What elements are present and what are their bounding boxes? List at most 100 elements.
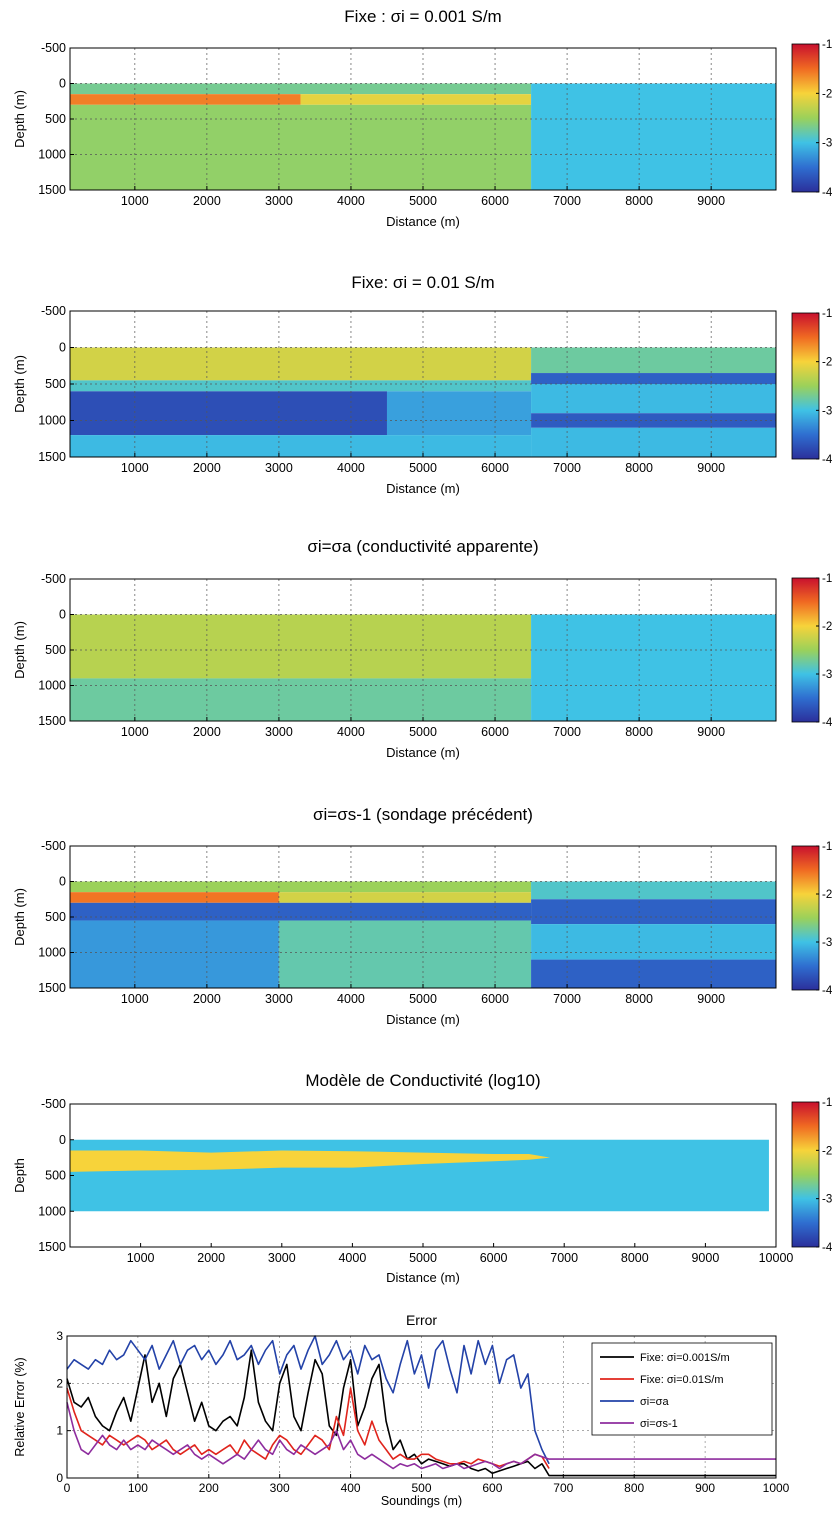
x-tick-label: 1000 [127,1251,155,1265]
y-axis-label: Depth (m) [12,621,27,679]
y-tick-label: 1000 [38,946,66,960]
conductivity-band [531,614,776,721]
y-tick-label: -500 [41,41,66,55]
x-tick-label: 1000 [763,1481,790,1495]
x-tick-label: 7000 [553,725,581,739]
x-tick-label: 5000 [409,194,437,208]
colorbar-tick-label: -1 [822,841,832,853]
x-tick-label: 6000 [481,992,509,1006]
y-tick-label: -500 [41,304,66,318]
x-tick-label: 9000 [697,461,725,475]
series-line [66,1349,776,1477]
x-tick-label: 5000 [409,992,437,1006]
panel-title: Modèle de Conductivité (log10) [305,1071,540,1090]
y-tick-label: 2 [56,1376,63,1390]
heatmap-panel: σi=σs-1 (sondage précédent) 1000 2000 3000 4… [12,805,833,1027]
conductivity-band [531,373,776,384]
x-tick-label: 300 [270,1481,290,1495]
x-tick-label: 8000 [621,1251,649,1265]
x-tick-label: 5000 [409,461,437,475]
x-tick-label: 1000 [121,461,149,475]
y-tick-label: 0 [59,77,66,91]
colorbar-tick-label: -4 [822,454,833,466]
colorbar-tick-label: -4 [822,1242,833,1254]
y-tick-label: -500 [41,572,66,586]
y-tick-label: 1 [56,1424,63,1438]
x-tick-label: 5000 [409,1251,437,1265]
conductivity-band [70,83,532,95]
conductivity-band [70,902,532,921]
x-tick-label: 4000 [337,194,365,208]
x-tick-label: 4000 [337,461,365,475]
heatmap-panel: Fixe : σi = 0.001 S/m 1000 2000 3000 4000 500… [12,7,833,229]
x-axis-label: Distance (m) [386,1012,460,1027]
colorbar-tick-label: -3 [822,1194,832,1206]
legend-label: σi=σs-1 [640,1418,678,1430]
y-axis-label: Depth (m) [12,90,27,148]
x-tick-label: 2000 [193,194,221,208]
conductivity-band [70,920,279,988]
x-tick-label: 5000 [409,725,437,739]
x-tick-label: 1000 [121,194,149,208]
x-tick-label: 4000 [337,992,365,1006]
panel-title: Fixe: σi = 0.01 S/m [351,273,494,292]
x-tick-label: 8000 [625,725,653,739]
x-axis-label: Distance (m) [386,745,460,760]
x-axis-label: Soundings (m) [381,1494,462,1508]
conductivity-band [70,892,279,903]
y-tick-label: 1500 [38,183,66,197]
conductivity-band [70,94,301,105]
x-tick-label: 0 [64,1481,71,1495]
x-tick-label: 9000 [697,725,725,739]
conductivity-band [70,104,532,190]
x-tick-label: 7000 [553,194,581,208]
x-tick-label: 2000 [193,725,221,739]
conductivity-band [70,380,532,392]
conductivity-band [70,347,532,381]
x-tick-label: 9000 [697,992,725,1006]
conductivity-band [531,427,776,457]
y-tick-label: -500 [41,839,66,853]
conductivity-band [70,435,532,457]
conductivity-background [70,1139,769,1212]
conductivity-band [386,391,532,436]
panel-title: Fixe : σi = 0.001 S/m [344,7,501,26]
colorbar-tick-label: -3 [822,937,832,949]
x-tick-label: 6000 [480,1251,508,1265]
y-tick-label: 0 [59,341,66,355]
heatmap-panel: σi=σa (conductivité apparente) 1000 2000 30… [12,537,833,760]
panel-title: σi=σa (conductivité apparente) [307,537,538,556]
colorbar-tick-label: -3 [822,138,832,150]
y-tick-label: 1500 [38,1240,66,1254]
colorbar-tick-label: -1 [822,573,832,585]
x-tick-label: 6000 [481,461,509,475]
conductivity-band [531,347,776,374]
x-tick-label: 200 [199,1481,219,1495]
series-line [66,1402,776,1470]
x-tick-label: 400 [341,1481,361,1495]
y-tick-label: 1000 [38,679,66,693]
x-tick-label: 9000 [691,1251,719,1265]
x-tick-label: 3000 [265,725,293,739]
conductivity-band [531,899,776,925]
colorbar-tick-label: -1 [822,1097,832,1109]
x-tick-label: 9000 [697,194,725,208]
conductivity-band [70,881,532,893]
colorbar-tick-label: -2 [822,1145,832,1157]
y-tick-label: 0 [56,1471,63,1485]
y-tick-label: 1500 [38,450,66,464]
x-tick-label: 3000 [268,1251,296,1265]
x-tick-label: 1000 [121,725,149,739]
conductivity-band [531,959,776,988]
y-tick-label: 1500 [38,981,66,995]
y-tick-label: 500 [45,910,66,924]
conductivity-band [70,391,387,436]
y-axis-label: Relative Error (%) [13,1357,27,1456]
conductivity-band [70,614,532,679]
colorbar-tick-label: -3 [822,669,832,681]
x-tick-label: 6000 [481,725,509,739]
x-tick-label: 7000 [550,1251,578,1265]
colorbar-tick-label: -4 [822,187,833,199]
colorbar [791,1101,820,1248]
